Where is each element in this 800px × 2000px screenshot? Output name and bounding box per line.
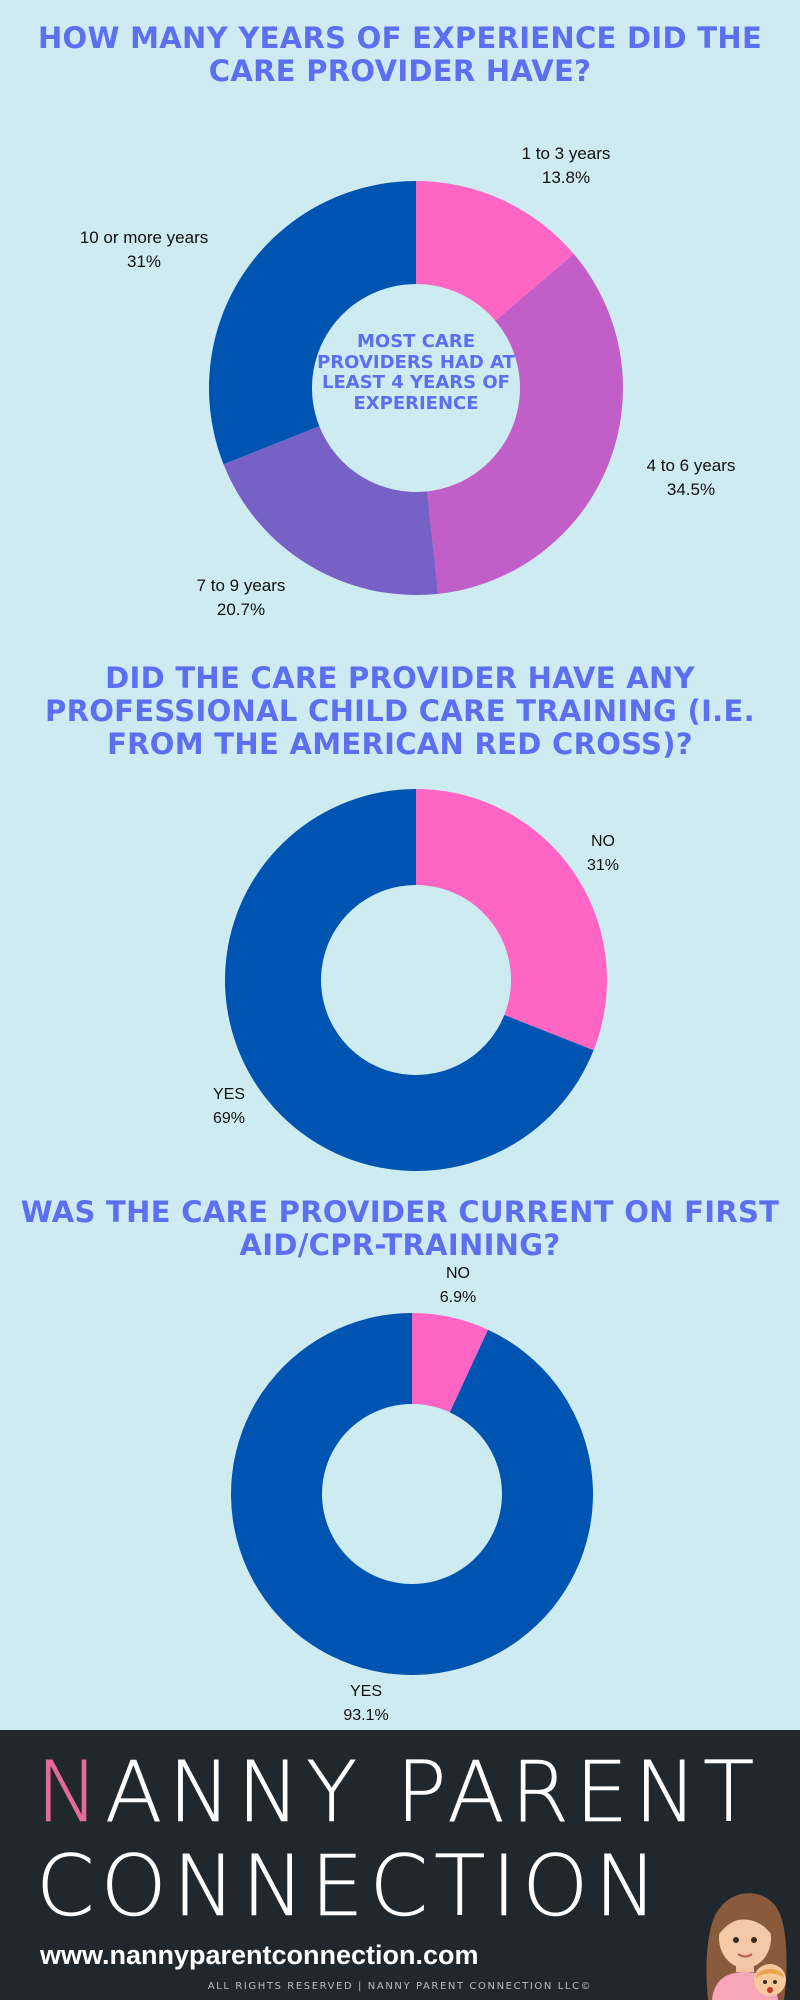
- copyright-text: ALL RIGHTS RESERVED | NANNY PARENT CONNE…: [207, 1981, 593, 1992]
- donut-slice-4-to-6-years: [427, 254, 623, 594]
- donut-center-text: MOST CARE PROVIDERS HAD AT LEAST 4 YEARS…: [317, 331, 515, 414]
- donut-slice-1-to-3-years: [416, 181, 574, 321]
- slice-label: 7 to 9 years 20.7%: [197, 576, 286, 619]
- donut-slice-no: [412, 1313, 489, 1413]
- footer-banner: NANNY PARENT CONNECTION www.nannyparentc…: [0, 1730, 800, 2000]
- donut-slice-7-to-9-years: [223, 426, 439, 595]
- donut-chart-training: NO 31% YES 69%: [213, 789, 619, 1171]
- slice-label: YES 69%: [213, 1086, 245, 1127]
- donut-slice-10-or-more-years: [209, 181, 416, 465]
- slice-label: NO 31%: [587, 833, 619, 874]
- brand-initial: N: [36, 1743, 105, 1841]
- website-link[interactable]: www.nannyparentconnection.com: [40, 1940, 479, 1970]
- slice-label: 1 to 3 years 13.8%: [522, 144, 611, 187]
- slice-label: 10 or more years 31%: [80, 228, 209, 271]
- donut-slice-yes: [231, 1313, 594, 1675]
- donut-chart-experience: 1 to 3 years 13.8% 4 to 6 years 34.5% 7 to 9…: [80, 144, 736, 619]
- chart-title-experience: HOW MANY YEARS OF EXPERIENCE DID THE CAR…: [37, 21, 763, 88]
- brand-name-line2: CONNECTION: [36, 1837, 664, 1935]
- slice-label: YES 93.1%: [343, 1683, 388, 1724]
- chart-title-first-aid: WAS THE CARE PROVIDER CURRENT ON FIRST A…: [20, 1195, 780, 1262]
- brand-rest: ANNY PARENT: [104, 1743, 761, 1841]
- donut-slice-yes: [224, 789, 594, 1171]
- donut-slice-no: [416, 789, 607, 1051]
- nanny-with-baby-illustration: [706, 1893, 787, 2000]
- chart-title-training: DID THE CARE PROVIDER HAVE ANY PROFESSIO…: [45, 661, 755, 761]
- slice-label: 4 to 6 years 34.5%: [647, 456, 736, 499]
- slice-label: NO 6.9%: [440, 1265, 476, 1306]
- brand-name-line1: NANNY PARENT: [36, 1743, 761, 1841]
- donut-chart-first-aid: NO 6.9% YES 93.1%: [231, 1265, 594, 1724]
